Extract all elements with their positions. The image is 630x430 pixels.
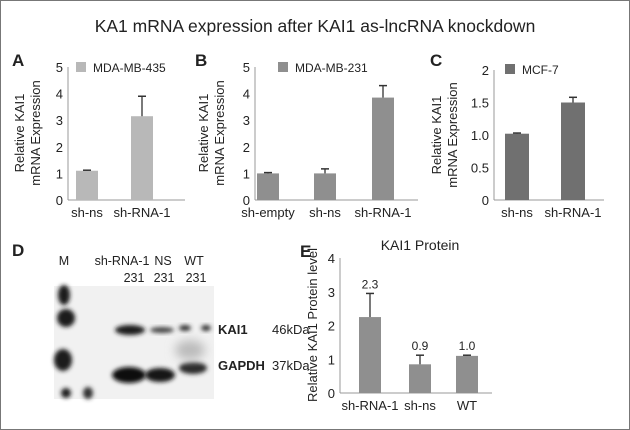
chart-panel-b: B 0 1 2 3 4 5 Relative KAI1 mRNA Expression sh-em… bbox=[195, 51, 418, 220]
bar-sh-rna-1 bbox=[131, 116, 153, 200]
y-tick-label: 3 bbox=[243, 113, 250, 128]
panel-label: A bbox=[12, 51, 24, 70]
band-size-label: 46kDa bbox=[272, 322, 310, 337]
y-tick-label: 1.5 bbox=[471, 96, 489, 111]
data-label: 0.9 bbox=[412, 339, 429, 353]
y-tick-label: 2 bbox=[56, 140, 63, 155]
y-axis-label: mRNA Expression bbox=[212, 80, 227, 185]
background-smear bbox=[175, 340, 205, 360]
band-protein-label: GAPDH bbox=[218, 358, 265, 373]
smear bbox=[83, 387, 93, 399]
bar-sh-ns bbox=[409, 364, 431, 393]
y-axis-label: Relative KAI1 bbox=[196, 94, 211, 173]
x-tick-label: sh-empty bbox=[241, 205, 295, 220]
y-tick-label: 0 bbox=[56, 193, 63, 208]
x-tick-label: sh-RNA-1 bbox=[113, 205, 170, 220]
kai1-band bbox=[201, 325, 211, 331]
y-tick-label: 1 bbox=[56, 166, 63, 181]
chart-title: KAI1 Protein bbox=[381, 237, 460, 253]
figure-title: KA1 mRNA expression after KAI1 as-lncRNA… bbox=[95, 16, 536, 36]
legend-label: MDA-MB-435 bbox=[93, 61, 166, 75]
western-blot-panel: D M sh-RNA-1 NS WT 231 231 231 KAI1 46kDa GAPDH 37k… bbox=[12, 241, 310, 399]
y-tick-label: 2 bbox=[328, 319, 335, 334]
panel-label: B bbox=[195, 51, 207, 70]
bar-sh-ns bbox=[505, 133, 529, 200]
y-tick-label: 0 bbox=[328, 386, 335, 401]
y-tick-label: 4 bbox=[243, 87, 250, 102]
y-axis-label: mRNA Expression bbox=[28, 80, 43, 185]
y-axis-label: Relative KAI1 Protein level bbox=[305, 248, 320, 402]
lane-cell-line: 231 bbox=[186, 271, 207, 285]
kai1-band bbox=[115, 325, 145, 335]
data-label: 2.3 bbox=[362, 277, 379, 291]
lane-label: WT bbox=[184, 254, 204, 268]
y-tick-label: 1 bbox=[243, 166, 250, 181]
legend-label: MDA-MB-231 bbox=[295, 61, 368, 75]
y-axis-label: mRNA Expression bbox=[445, 82, 460, 187]
legend-swatch bbox=[505, 64, 515, 74]
y-tick-label: 3 bbox=[56, 113, 63, 128]
bar-sh-rna-1 bbox=[561, 102, 585, 200]
kai1-band bbox=[179, 325, 191, 331]
legend-swatch bbox=[76, 62, 86, 72]
marker-band bbox=[54, 349, 72, 371]
legend-swatch bbox=[278, 62, 288, 72]
bar-sh-rna-1 bbox=[372, 97, 394, 200]
y-tick-label: 5 bbox=[56, 60, 63, 75]
bar-wt bbox=[456, 355, 478, 393]
y-tick-label: 1 bbox=[328, 352, 335, 367]
panel-label: E bbox=[300, 242, 311, 261]
lane-cell-line: 231 bbox=[154, 271, 175, 285]
marker-band bbox=[61, 388, 71, 398]
gapdh-band bbox=[179, 362, 207, 374]
chart-panel-c: C 0 0.5 1.0 1.5 2 Relative KAI1 mRNA Expression… bbox=[429, 51, 604, 220]
x-tick-label: sh-ns bbox=[309, 205, 341, 220]
y-tick-label: 0 bbox=[482, 193, 489, 208]
y-tick-label: 2 bbox=[482, 63, 489, 78]
y-tick-label: 2 bbox=[243, 140, 250, 155]
kai1-band bbox=[150, 327, 174, 333]
gapdh-band bbox=[112, 367, 146, 383]
bar-sh-ns bbox=[76, 170, 98, 200]
chart-panel-a: A 0 1 2 3 4 5 Relative KAI1 mRNA Expression sh-ns… bbox=[12, 51, 185, 220]
panel-label: C bbox=[430, 51, 442, 70]
marker-band bbox=[57, 309, 75, 327]
y-tick-label: 4 bbox=[328, 251, 335, 266]
y-tick-label: 0.5 bbox=[471, 161, 489, 176]
panel-label: D bbox=[12, 241, 24, 260]
x-tick-label: sh-ns bbox=[404, 398, 436, 413]
y-tick-label: 0 bbox=[243, 193, 250, 208]
x-tick-label: sh-RNA-1 bbox=[544, 205, 601, 220]
y-axis-label: Relative KAI1 bbox=[12, 94, 27, 173]
bar-sh-ns bbox=[314, 173, 336, 200]
y-tick-label: 3 bbox=[328, 285, 335, 300]
bar-sh-rna-1 bbox=[359, 317, 381, 393]
y-tick-label: 5 bbox=[243, 60, 250, 75]
x-tick-label: sh-RNA-1 bbox=[354, 205, 411, 220]
band-protein-label: KAI1 bbox=[218, 322, 248, 337]
lane-cell-line: 231 bbox=[124, 271, 145, 285]
lane-label: NS bbox=[154, 254, 171, 268]
x-tick-label: WT bbox=[457, 398, 477, 413]
x-tick-label: sh-RNA-1 bbox=[341, 398, 398, 413]
data-label: 1.0 bbox=[459, 339, 476, 353]
chart-panel-e: E 0 1 2 3 4 Relative KAI1 Protein level sh-RNA-… bbox=[300, 237, 492, 413]
lane-label-marker: M bbox=[59, 254, 69, 268]
x-tick-label: sh-ns bbox=[501, 205, 533, 220]
y-tick-label: 1.0 bbox=[471, 128, 489, 143]
band-size-label: 37kDa bbox=[272, 358, 310, 373]
y-tick-label: 4 bbox=[56, 87, 63, 102]
marker-band bbox=[58, 285, 70, 305]
y-axis-label: Relative KAI1 bbox=[429, 96, 444, 175]
x-tick-label: sh-ns bbox=[71, 205, 103, 220]
legend-label: MCF-7 bbox=[522, 63, 559, 77]
bar-sh-empty bbox=[257, 173, 279, 200]
gapdh-band bbox=[145, 368, 175, 382]
lane-label: sh-RNA-1 bbox=[95, 254, 150, 268]
